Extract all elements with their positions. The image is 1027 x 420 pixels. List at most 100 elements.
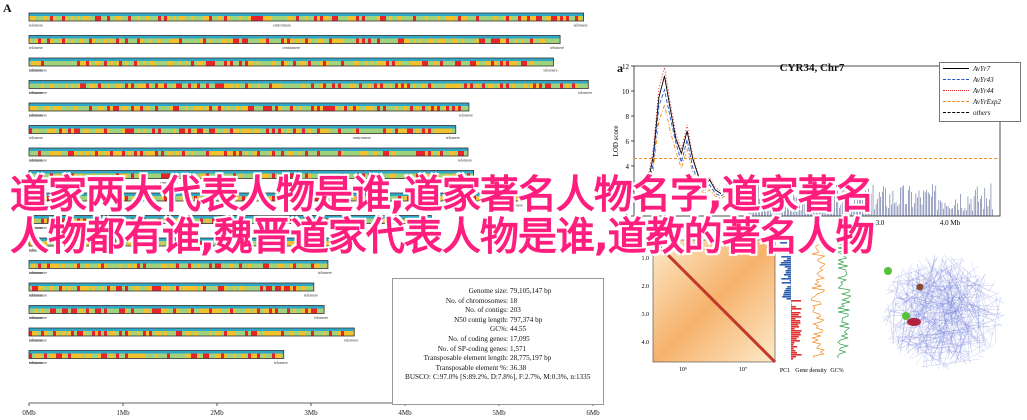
heat-bin: [107, 241, 110, 246]
heat-bin: [191, 263, 194, 269]
heat-bin: [206, 308, 209, 314]
heat-bin: [41, 16, 44, 21]
heat-bin: [302, 61, 305, 66]
heat-bin: [77, 16, 80, 21]
heat-bin: [434, 106, 437, 111]
heat-bin: [389, 16, 392, 21]
heat-bin: [212, 38, 215, 44]
heat-bin: [41, 128, 44, 134]
heat-bin: [464, 173, 467, 179]
heat-bin: [266, 151, 269, 156]
heat-bin: [542, 83, 545, 89]
heat-bin: [200, 83, 203, 89]
heat-bin: [74, 353, 77, 359]
heat-bin: [185, 83, 188, 89]
pc1-bar: [791, 310, 793, 312]
heat-bin: [392, 218, 395, 224]
heat-bin: [386, 61, 389, 66]
heat-bin: [230, 286, 233, 291]
heat-bin: [110, 151, 113, 156]
heat-bin: [98, 218, 101, 224]
heat-bin: [167, 308, 170, 314]
heat-bin: [101, 61, 104, 66]
heat-bin: [329, 16, 332, 21]
heat-bin: [419, 218, 422, 224]
heat-bin: [83, 286, 86, 291]
heat-bin: [266, 106, 269, 111]
heat-bin: [299, 308, 302, 314]
heat-bin: [167, 83, 170, 89]
heat-bin: [56, 241, 59, 246]
heat-bin: [545, 38, 548, 44]
pc1-bar: [791, 316, 802, 318]
heat-bin: [80, 16, 83, 21]
heat-bin: [137, 196, 140, 201]
heat-bin: [245, 61, 248, 66]
heat-bin: [140, 286, 143, 291]
heat-bin: [263, 16, 266, 21]
heat-bin: [395, 218, 398, 224]
heat-bin: [290, 173, 293, 179]
heat-bin: [137, 106, 140, 111]
heat-bin: [560, 83, 563, 89]
heat-bin: [446, 151, 449, 156]
heat-bin: [464, 38, 467, 44]
heat-bin: [569, 83, 572, 89]
heat-bin: [92, 196, 95, 201]
heat-bin: [68, 331, 71, 336]
heat-bin: [254, 331, 257, 336]
heat-bin: [188, 83, 191, 89]
network-edge: [959, 323, 1000, 348]
heat-bin: [299, 331, 302, 336]
heat-bin: [473, 61, 476, 66]
heat-bin: [137, 263, 140, 269]
heat-bin: [158, 218, 161, 224]
heat-bin: [515, 16, 518, 21]
heat-bin: [83, 353, 86, 359]
network-edge: [885, 268, 904, 326]
genome-stat-value: 44.55: [510, 325, 527, 334]
heat-bin: [431, 173, 434, 179]
heat-bin: [224, 218, 227, 224]
heat-bin: [266, 331, 269, 336]
pc1-bar: [791, 340, 800, 342]
heat-bin: [338, 331, 341, 336]
heat-bin: [158, 16, 161, 21]
heat-bin: [59, 61, 62, 66]
heat-bin: [203, 151, 206, 156]
network-edge: [927, 261, 953, 295]
heat-bin: [140, 331, 143, 336]
heat-bin: [371, 106, 374, 111]
heat-bin: [458, 61, 461, 66]
heat-bin: [356, 196, 359, 201]
heat-bin: [143, 173, 146, 179]
heat-bin: [134, 38, 137, 44]
heat-bin: [401, 196, 404, 201]
heat-bin: [242, 151, 245, 156]
heat-bin: [431, 128, 434, 134]
heat-bin: [398, 38, 401, 44]
heat-bin: [296, 331, 299, 336]
heat-bin: [314, 331, 317, 336]
heat-bin: [146, 128, 149, 134]
heat-bin: [110, 286, 113, 291]
heat-bin: [224, 241, 227, 246]
network-edge: [906, 300, 968, 316]
heat-bin: [239, 38, 242, 44]
heat-bin: [209, 331, 212, 336]
heat-bin: [203, 83, 206, 89]
heat-bin: [245, 128, 248, 134]
network-edge: [919, 320, 989, 328]
heat-bin: [29, 106, 32, 111]
heat-bin: [398, 16, 401, 21]
heat-bin: [287, 218, 290, 224]
heat-bin: [95, 106, 98, 111]
heat-bin: [170, 308, 173, 314]
pc1-bar: [791, 338, 797, 340]
heat-bin: [389, 128, 392, 134]
heat-bin: [290, 241, 293, 246]
heat-bin: [476, 83, 479, 89]
heat-bin: [191, 16, 194, 21]
heat-bin: [416, 16, 419, 21]
centromere-label: centromere: [29, 338, 47, 343]
